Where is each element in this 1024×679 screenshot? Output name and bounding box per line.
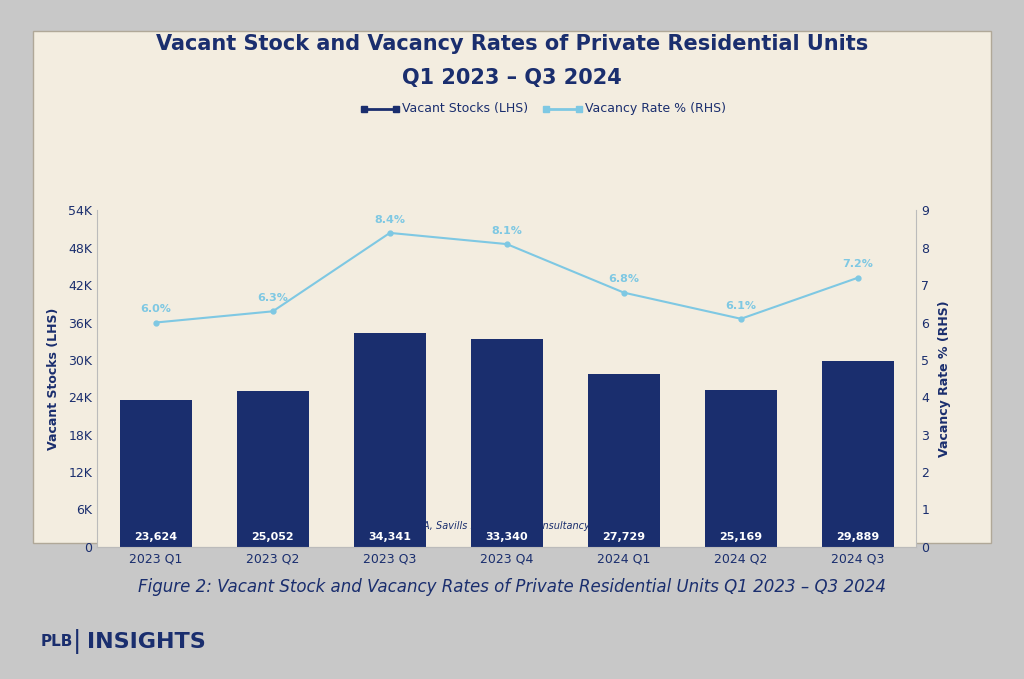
Text: Vacant Stocks (LHS): Vacant Stocks (LHS)	[402, 102, 528, 115]
Y-axis label: Vacant Stocks (LHS): Vacant Stocks (LHS)	[47, 308, 60, 449]
Text: 23,624: 23,624	[134, 532, 177, 543]
Bar	[237, 390, 309, 547]
Text: |: |	[73, 629, 81, 654]
Text: INSIGHTS: INSIGHTS	[87, 631, 206, 652]
Text: 6.3%: 6.3%	[257, 293, 289, 303]
Text: 8.1%: 8.1%	[492, 226, 522, 236]
Bar	[588, 374, 660, 547]
Text: 25,052: 25,052	[252, 532, 294, 543]
Text: Source: URA, Savills Research & Consultancy, PLB Insights: Source: URA, Savills Research & Consulta…	[370, 521, 654, 531]
Bar	[471, 339, 543, 547]
Y-axis label: Vacancy Rate % (RHS): Vacancy Rate % (RHS)	[938, 300, 950, 457]
Bar	[120, 399, 193, 547]
Text: PLB: PLB	[41, 634, 74, 649]
Text: 27,729: 27,729	[602, 532, 645, 543]
Text: 7.2%: 7.2%	[843, 259, 873, 270]
Bar	[705, 390, 777, 547]
Bar	[353, 333, 426, 547]
Text: 33,340: 33,340	[485, 532, 528, 543]
Text: Vacancy Rate % (RHS): Vacancy Rate % (RHS)	[585, 102, 726, 115]
Text: 6.1%: 6.1%	[725, 301, 757, 310]
Text: 6.8%: 6.8%	[608, 274, 639, 285]
Text: 8.4%: 8.4%	[375, 215, 406, 225]
Text: 6.0%: 6.0%	[140, 304, 171, 314]
Text: 29,889: 29,889	[837, 532, 880, 543]
Text: 34,341: 34,341	[369, 532, 412, 543]
Bar	[821, 361, 894, 547]
Text: Vacant Stock and Vacancy Rates of Private Residential Units: Vacant Stock and Vacancy Rates of Privat…	[156, 34, 868, 54]
Text: Figure 2: Vacant Stock and Vacancy Rates of Private Residential Units Q1 2023 – : Figure 2: Vacant Stock and Vacancy Rates…	[138, 579, 886, 596]
Text: Q1 2023 – Q3 2024: Q1 2023 – Q3 2024	[402, 68, 622, 88]
Text: 25,169: 25,169	[720, 532, 763, 543]
